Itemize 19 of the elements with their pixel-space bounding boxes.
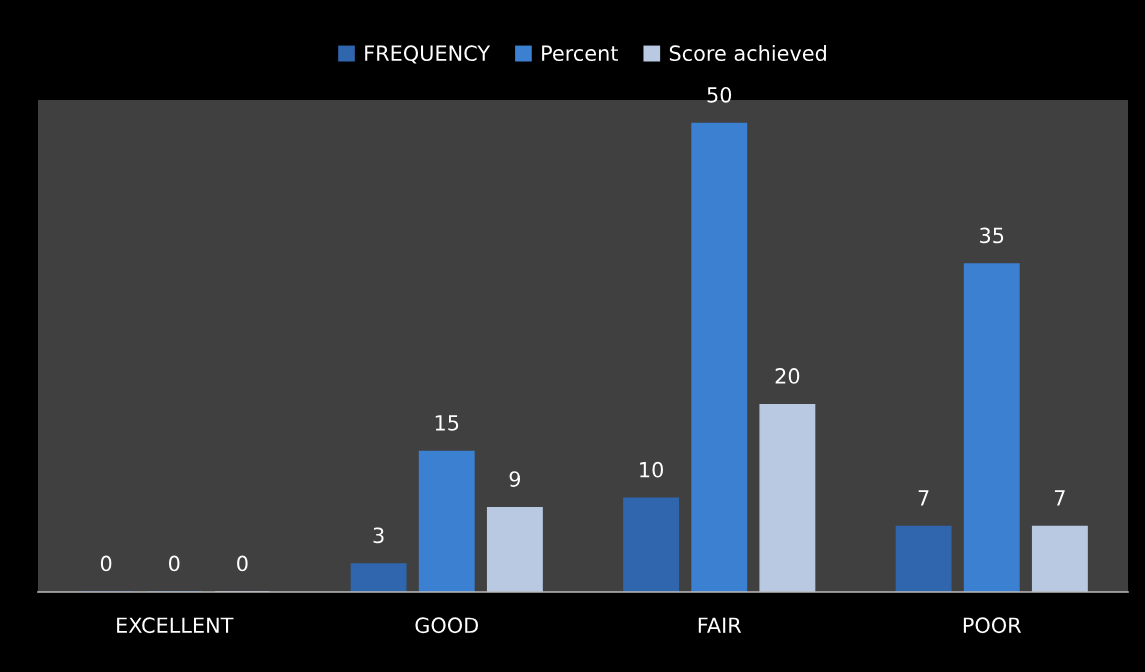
data-label: 15 (435, 415, 459, 431)
data-label: 50 (707, 86, 732, 103)
x-tick-label: GOOD (415, 617, 479, 634)
data-label: 0 (237, 555, 248, 572)
x-tick-label: FAIR (698, 617, 742, 633)
x-tick-label: POOR (963, 617, 1022, 634)
x-tick-label: EXCELLENT (117, 617, 234, 634)
data-label: 35 (980, 227, 1004, 244)
data-label: 10 (640, 461, 663, 478)
data-label: 0 (100, 555, 112, 572)
data-label: 9 (509, 471, 521, 487)
legend-label: Score achieved (669, 44, 826, 62)
data-label: 7 (918, 490, 929, 506)
data-label: 3 (373, 527, 384, 544)
data-label: 20 (775, 368, 800, 384)
legend-label: Percent (542, 45, 618, 62)
legend-label: FREQUENCY (365, 45, 491, 64)
data-label: 0 (169, 555, 180, 572)
data-label: 7 (1054, 490, 1065, 506)
